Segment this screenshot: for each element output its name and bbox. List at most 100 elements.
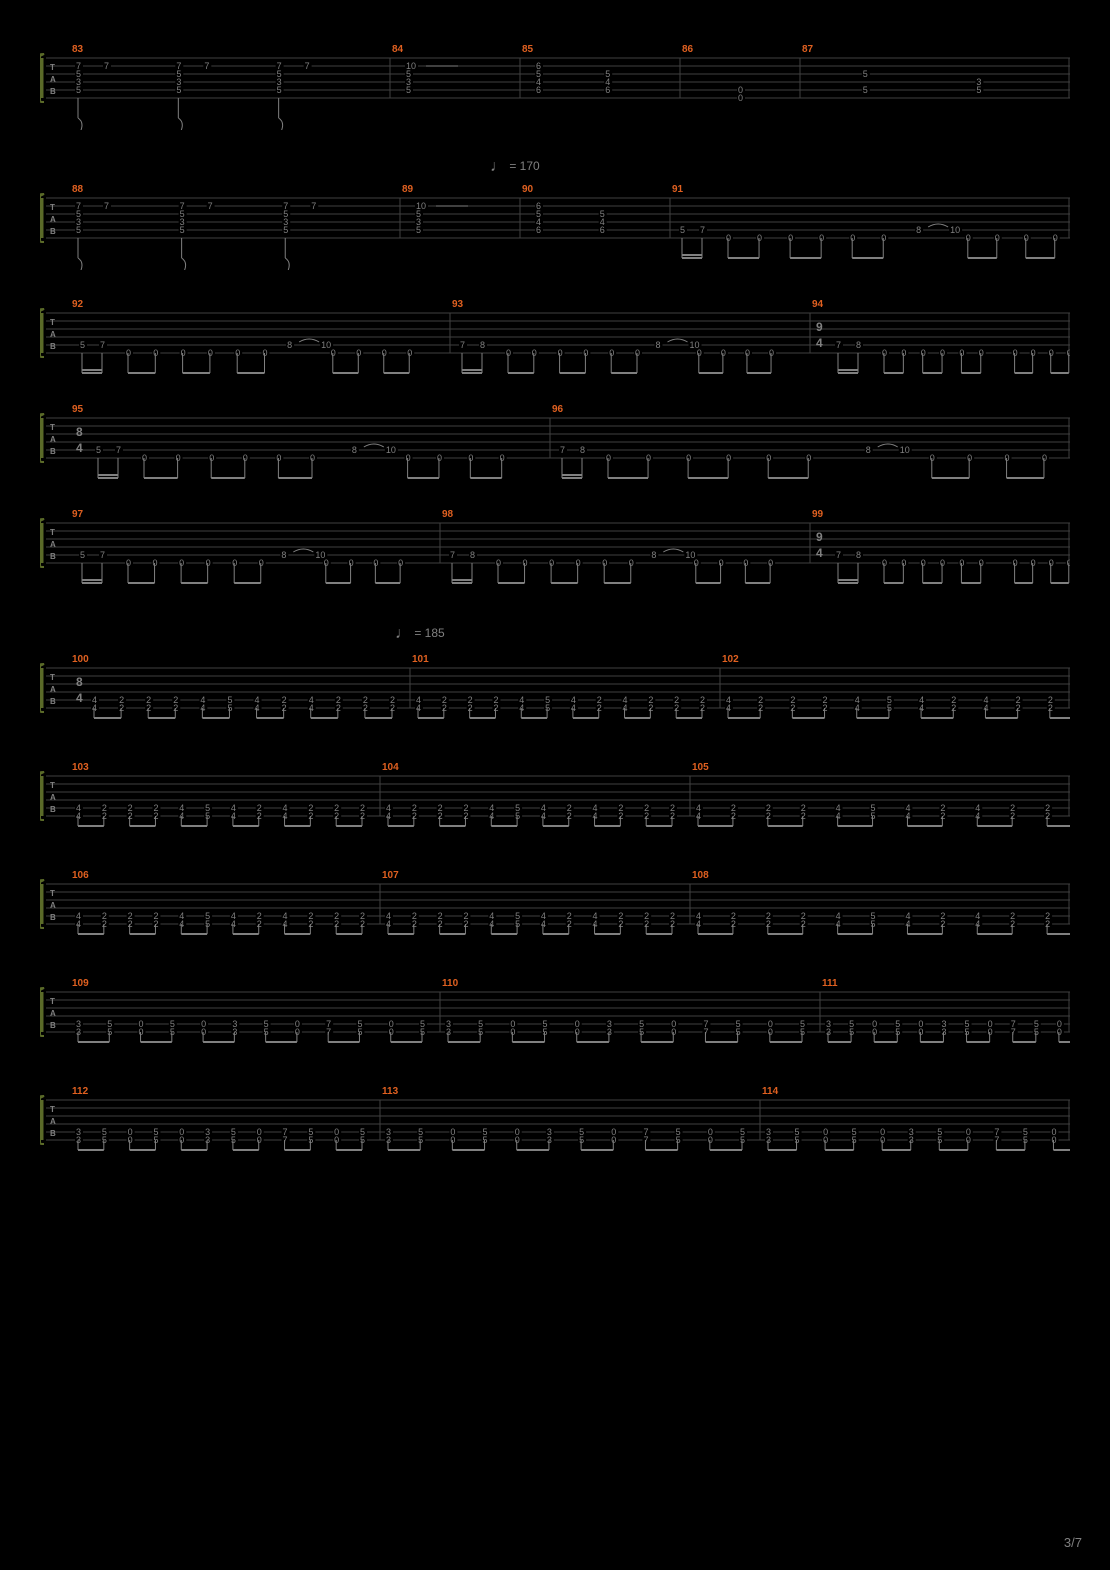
fret-number: 5 xyxy=(937,1135,942,1145)
fret-number: 2 xyxy=(670,919,675,929)
fret-number: 2 xyxy=(442,703,447,713)
fret-number: 2 xyxy=(1048,703,1053,713)
measure-number: 109 xyxy=(72,978,89,989)
fret-number: 2 xyxy=(940,919,945,929)
fret-number: 0 xyxy=(139,1027,144,1037)
fret-number: 4 xyxy=(855,703,860,713)
fret-number: 0 xyxy=(930,453,935,463)
fret-number: 5 xyxy=(96,445,101,455)
fret-number: 4 xyxy=(726,703,731,713)
fret-number: 0 xyxy=(324,558,329,568)
fret-number: 0 xyxy=(959,348,964,358)
fret-number: 2 xyxy=(360,811,365,821)
fret-number: 0 xyxy=(576,558,581,568)
svg-text:B: B xyxy=(50,342,56,351)
fret-number: 3 xyxy=(76,1135,81,1145)
fret-number: 5 xyxy=(736,1027,741,1037)
fret-number: 0 xyxy=(768,558,773,568)
fret-number: 0 xyxy=(719,558,724,568)
fret-number: 4 xyxy=(519,703,524,713)
fret-number: 2 xyxy=(173,703,178,713)
fret-number: 0 xyxy=(1051,1135,1056,1145)
fret-number: 5 xyxy=(406,85,411,95)
measure-number: 110 xyxy=(442,978,459,989)
fret-number: 2 xyxy=(153,919,158,929)
svg-text:T: T xyxy=(50,528,55,537)
svg-text:B: B xyxy=(50,697,56,706)
fret-number: 4 xyxy=(919,703,924,713)
fret-number: 0 xyxy=(686,453,691,463)
tab-system: TAB1123355005500335500775500551133355005… xyxy=(40,1082,1070,1162)
fret-number: 5 xyxy=(153,1135,158,1145)
fret-number: 2 xyxy=(1010,811,1015,821)
page-number: 3/7 xyxy=(1064,1535,1082,1550)
fret-number: 2 xyxy=(308,919,313,929)
fret-number: 5 xyxy=(357,1027,362,1037)
fret-number: 0 xyxy=(257,1135,262,1145)
fret-number: 0 xyxy=(181,348,186,358)
svg-text:B: B xyxy=(50,227,56,236)
fret-number: 0 xyxy=(1024,233,1029,243)
svg-text:B: B xyxy=(50,447,56,456)
fret-number: 2 xyxy=(493,703,498,713)
fret-number: 3 xyxy=(826,1027,831,1037)
fret-number: 2 xyxy=(153,811,158,821)
fret-number: 0 xyxy=(334,1135,339,1145)
fret-number: 2 xyxy=(119,703,124,713)
fret-number: 5 xyxy=(80,340,85,350)
fret-number: 2 xyxy=(567,811,572,821)
fret-number: 0 xyxy=(153,348,158,358)
fret-number: 2 xyxy=(951,703,956,713)
fret-number: 5 xyxy=(795,1135,800,1145)
svg-text:T: T xyxy=(50,63,55,72)
fret-number: 2 xyxy=(282,703,287,713)
measure-number: 97 xyxy=(72,509,84,520)
fret-number: 0 xyxy=(515,1135,520,1145)
fret-number: 2 xyxy=(438,811,443,821)
fret-number: 0 xyxy=(406,453,411,463)
tempo-mark: ♩ = 170 xyxy=(490,158,540,176)
fret-number: 0 xyxy=(1049,558,1054,568)
fret-number: 10 xyxy=(950,225,960,235)
measure-number: 107 xyxy=(382,870,399,881)
fret-number: 0 xyxy=(1057,1027,1062,1037)
fret-number: 0 xyxy=(726,453,731,463)
fret-number: 0 xyxy=(510,1027,515,1037)
svg-text:T: T xyxy=(50,1105,55,1114)
fret-number: 5 xyxy=(1023,1135,1028,1145)
measure-number: 101 xyxy=(412,654,429,665)
fret-number: 7 xyxy=(450,550,455,560)
fret-number: 2 xyxy=(1045,811,1050,821)
measure-number: 86 xyxy=(682,44,694,55)
fret-number: 4 xyxy=(231,811,236,821)
fret-number: 6 xyxy=(605,85,610,95)
fret-number: 0 xyxy=(179,1135,184,1145)
fret-number: 2 xyxy=(102,811,107,821)
measure-number: 84 xyxy=(392,44,404,55)
fret-number: 2 xyxy=(674,703,679,713)
svg-text:T: T xyxy=(50,781,55,790)
fret-number: 0 xyxy=(602,558,607,568)
fret-number: 3 xyxy=(941,1027,946,1037)
svg-text:A: A xyxy=(50,1117,56,1126)
tab-system: TAB8375357753577535784105358565465468600… xyxy=(40,40,1070,130)
fret-number: 0 xyxy=(398,558,403,568)
svg-text:A: A xyxy=(50,330,56,339)
fret-number: 5 xyxy=(543,1027,548,1037)
measure-number: 85 xyxy=(522,44,534,55)
fret-number: 6 xyxy=(600,225,605,235)
fret-number: 0 xyxy=(882,558,887,568)
fret-number: 10 xyxy=(900,445,910,455)
fret-number: 0 xyxy=(1013,558,1018,568)
fret-number: 2 xyxy=(823,703,828,713)
fret-number: 0 xyxy=(721,348,726,358)
fret-number: 5 xyxy=(76,85,81,95)
fret-number: 0 xyxy=(966,1135,971,1145)
fret-number: 4 xyxy=(386,811,391,821)
tab-system: TAB9257000000810000093780000008100000949… xyxy=(40,295,1070,385)
fret-number: 0 xyxy=(882,348,887,358)
fret-number: 8 xyxy=(580,445,585,455)
fret-number: 0 xyxy=(558,348,563,358)
fret-number: 3 xyxy=(607,1027,612,1037)
fret-number: 0 xyxy=(1031,348,1036,358)
